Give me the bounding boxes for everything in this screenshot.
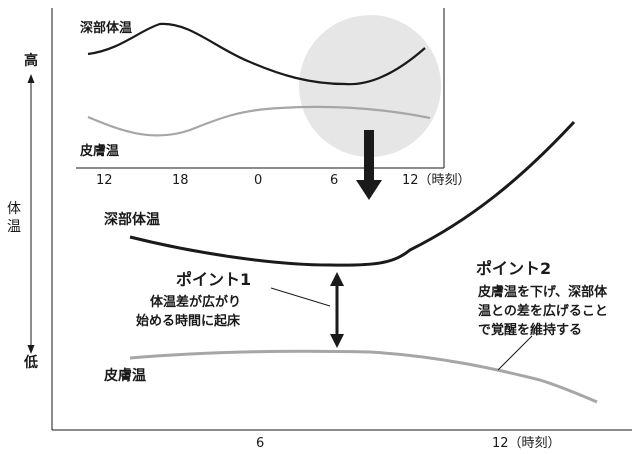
inset-core-label: 深部体温: [80, 21, 133, 36]
point2-line-3: で覚醒を維持する: [478, 323, 583, 338]
core-temp-curve: [129, 120, 576, 267]
main-tick-12-time: 12（時刻）: [492, 436, 561, 451]
y-scale-arrow-down-head: [27, 345, 35, 354]
point1-leader-line: [270, 287, 331, 307]
inset-skin-temp-curve: [87, 105, 431, 137]
core-temp-label: 深部体温: [104, 212, 160, 228]
point2-leader-line: [497, 335, 533, 371]
gap-arrow-top-head: [330, 272, 344, 286]
gap-arrow-bottom-head: [330, 334, 344, 348]
point1-line-2: 始める時間に起床: [136, 314, 241, 329]
y-axis-title-char-1: 温: [7, 219, 21, 235]
highlight-circle: [299, 15, 441, 157]
down-arrow-shaft: [364, 130, 374, 180]
y-axis-title: 体温: [6, 200, 22, 236]
skin-temp-label: 皮膚温: [104, 368, 146, 384]
inset-tick-18: 18: [172, 173, 189, 188]
point2-title: ポイント2: [476, 259, 552, 278]
point1-title: ポイント1: [176, 270, 252, 289]
point2-line-1: 皮膚温を下げ、深部体: [478, 285, 608, 300]
inset-tick-6: 6: [330, 173, 339, 188]
down-arrow-head: [356, 180, 382, 200]
inset-tick-12-time: 12（時刻）: [402, 173, 471, 188]
y-high-label: 高: [24, 53, 38, 69]
inset-tick-12: 12: [96, 173, 113, 188]
y-low-label: 低: [24, 355, 38, 371]
point2-line-2: 温との差を広げること: [478, 304, 608, 319]
skin-temp-curve: [129, 349, 598, 404]
inset-core-temp-curve: [87, 22, 426, 86]
y-axis-title-char-0: 体: [7, 201, 21, 217]
main-tick-6: 6: [256, 436, 265, 451]
y-scale-arrow-up-head: [27, 74, 35, 83]
inset-tick-0: 0: [254, 173, 263, 188]
inset-skin-label: 皮膚温: [80, 144, 120, 159]
point1-line-1: 体温差が広がり: [150, 295, 242, 310]
